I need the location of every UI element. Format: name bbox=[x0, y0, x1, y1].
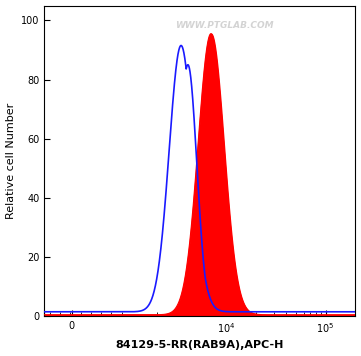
Y-axis label: Relative cell Number: Relative cell Number bbox=[5, 103, 16, 219]
X-axis label: 84129-5-RR(RAB9A),APC-H: 84129-5-RR(RAB9A),APC-H bbox=[116, 340, 284, 350]
Text: WWW.PTGLAB.COM: WWW.PTGLAB.COM bbox=[175, 21, 274, 30]
